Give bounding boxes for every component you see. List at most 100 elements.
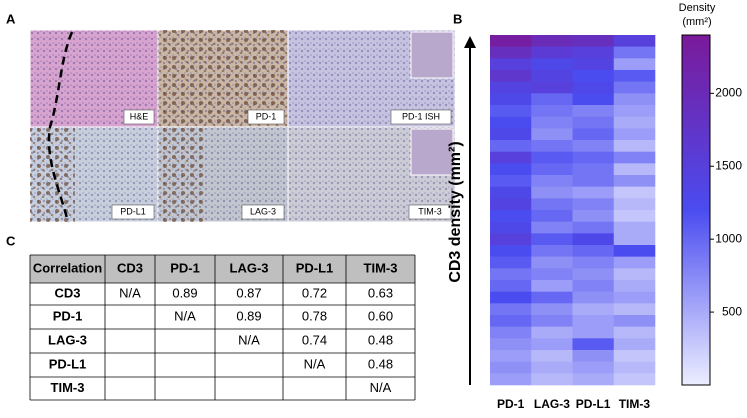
- panel-label: A: [6, 11, 16, 26]
- table-cell: N/A: [304, 356, 326, 371]
- heatmap-cell: [572, 93, 615, 106]
- heatmap-cell: [572, 221, 615, 234]
- heatmap-cell: [572, 70, 615, 82]
- heatmap-cell: [613, 350, 656, 362]
- heatmap-cell: [531, 70, 573, 82]
- heatmap-cell: [572, 233, 615, 246]
- inset: [410, 31, 454, 79]
- heatmap-cell: [531, 338, 573, 351]
- heatmap-cell: [490, 140, 532, 152]
- heatmap-cell: [531, 373, 573, 386]
- tumor-margin: [47, 31, 74, 223]
- heatmap-cell: [613, 361, 656, 374]
- heatmap-cell: [531, 116, 573, 129]
- heatmap-cell: [572, 256, 615, 269]
- heatmap-cell: [490, 198, 532, 211]
- heatmap-cell: [613, 280, 656, 292]
- x-tick-label: PD-L1: [576, 397, 611, 411]
- heatmap-cell: [531, 198, 573, 211]
- heatmap-cell: [572, 198, 615, 211]
- heatmap-cell: [613, 58, 656, 71]
- table-row-header: LAG-3: [48, 332, 87, 347]
- heatmap-cell: [572, 326, 615, 339]
- heatmap-cell: [531, 175, 573, 187]
- image-label: PD-1: [256, 111, 277, 121]
- heatmap-cell: [490, 373, 532, 386]
- heatmap-cell: [531, 291, 573, 304]
- table-cell: N/A: [370, 380, 392, 395]
- heatmap-cell: [613, 46, 656, 59]
- heatmap-cell: [572, 81, 615, 94]
- heatmap-cell: [613, 291, 656, 304]
- image-label-box: [111, 204, 155, 220]
- heatmap-cell: [490, 245, 532, 257]
- panel-label: C: [6, 233, 16, 248]
- heatmap-cell: [613, 303, 656, 316]
- heatmap-cell: [531, 256, 573, 269]
- heatmap-cell: [613, 256, 656, 269]
- heatmap-cell: [531, 58, 573, 71]
- heatmap-cell: [572, 128, 615, 141]
- heatmap-cell: [531, 326, 573, 339]
- heatmap-cell: [490, 210, 532, 222]
- table-cell: 0.48: [368, 332, 393, 347]
- heatmap-cell: [531, 303, 573, 316]
- colorbar-title: Density: [679, 2, 716, 14]
- colorbar-title: (mm²): [682, 16, 711, 28]
- heatmap-cell: [531, 280, 573, 292]
- heatmap-cell: [572, 105, 615, 117]
- heatmap-cell: [490, 256, 532, 269]
- heatmap-cell: [531, 46, 573, 59]
- heatmap-cell: [531, 93, 573, 106]
- heatmap-cell: [572, 35, 615, 47]
- heatmap-cell: [613, 81, 656, 94]
- heatmap-cell: [572, 58, 615, 71]
- heatmap-cell: [613, 105, 656, 117]
- image-label-box: [408, 204, 452, 220]
- heatmap-cell: [572, 186, 615, 199]
- table-cell: N/A: [238, 332, 260, 347]
- heatmap-cell: [613, 373, 656, 386]
- heatmap-cell: [490, 303, 532, 316]
- image-label-box: [247, 109, 285, 125]
- heatmap-cell: [572, 361, 615, 374]
- heatmap-cell: [613, 338, 656, 351]
- heatmap-cell: [531, 186, 573, 199]
- heatmap-cell: [572, 350, 615, 362]
- table-header: CD3: [117, 260, 143, 275]
- heatmap-cell: [490, 268, 532, 281]
- image-label-box: [241, 204, 285, 220]
- table-cell: 0.78: [302, 308, 327, 323]
- heatmap-cell: [613, 151, 656, 164]
- staining: [30, 127, 75, 222]
- heatmap-cell: [613, 198, 656, 211]
- heatmap-cell: [490, 315, 532, 327]
- heatmap-cell: [490, 35, 532, 47]
- heatmap-cell: [490, 46, 532, 59]
- colorbar-tick-label: 1000: [715, 231, 742, 245]
- table-header-bg: [30, 255, 415, 283]
- heatmap-cell: [613, 268, 656, 281]
- table-cell: 0.48: [368, 356, 393, 371]
- heatmap-cell: [490, 81, 532, 94]
- heatmap-cell: [613, 140, 656, 152]
- x-tick-label: TIM-3: [619, 397, 651, 411]
- heatmap-cell: [490, 128, 532, 141]
- heatmap-cell: [531, 245, 573, 257]
- colorbar-tick-label: 2000: [715, 86, 742, 100]
- heatmap-cell: [531, 361, 573, 374]
- heatmap-cell: [490, 221, 532, 234]
- image-label: H&E: [130, 111, 149, 121]
- heatmap-cell: [572, 291, 615, 304]
- colorbar-tick-label: 1500: [715, 158, 742, 172]
- table-row-header: PD-L1: [49, 356, 87, 371]
- staining: [158, 127, 204, 222]
- heatmap-cell: [490, 186, 532, 199]
- x-tick-label: PD-1: [497, 397, 525, 411]
- heatmap-cell: [531, 221, 573, 234]
- heatmap-cell: [490, 116, 532, 129]
- heatmap-cell: [613, 70, 656, 82]
- heatmap-cell: [490, 233, 532, 246]
- heatmap-cell: [490, 291, 532, 304]
